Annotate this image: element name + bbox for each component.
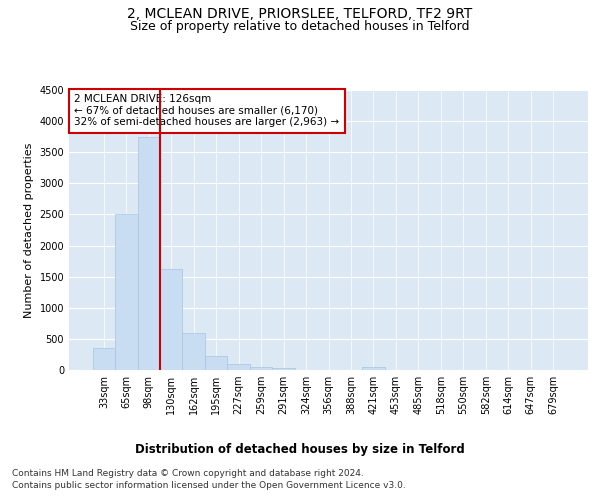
Text: Distribution of detached houses by size in Telford: Distribution of detached houses by size … bbox=[135, 442, 465, 456]
Text: Contains HM Land Registry data © Crown copyright and database right 2024.: Contains HM Land Registry data © Crown c… bbox=[12, 469, 364, 478]
Bar bbox=[227, 364, 250, 370]
Bar bbox=[182, 332, 205, 370]
Bar bbox=[160, 269, 182, 370]
Bar bbox=[250, 366, 272, 370]
Bar bbox=[115, 214, 137, 370]
Bar bbox=[362, 366, 385, 370]
Text: Size of property relative to detached houses in Telford: Size of property relative to detached ho… bbox=[130, 20, 470, 33]
Text: 2 MCLEAN DRIVE: 126sqm
← 67% of detached houses are smaller (6,170)
32% of semi-: 2 MCLEAN DRIVE: 126sqm ← 67% of detached… bbox=[74, 94, 340, 128]
Bar bbox=[137, 136, 160, 370]
Text: Contains public sector information licensed under the Open Government Licence v3: Contains public sector information licen… bbox=[12, 481, 406, 490]
Y-axis label: Number of detached properties: Number of detached properties bbox=[24, 142, 34, 318]
Bar bbox=[92, 348, 115, 370]
Text: 2, MCLEAN DRIVE, PRIORSLEE, TELFORD, TF2 9RT: 2, MCLEAN DRIVE, PRIORSLEE, TELFORD, TF2… bbox=[127, 8, 473, 22]
Bar bbox=[205, 356, 227, 370]
Bar bbox=[272, 368, 295, 370]
